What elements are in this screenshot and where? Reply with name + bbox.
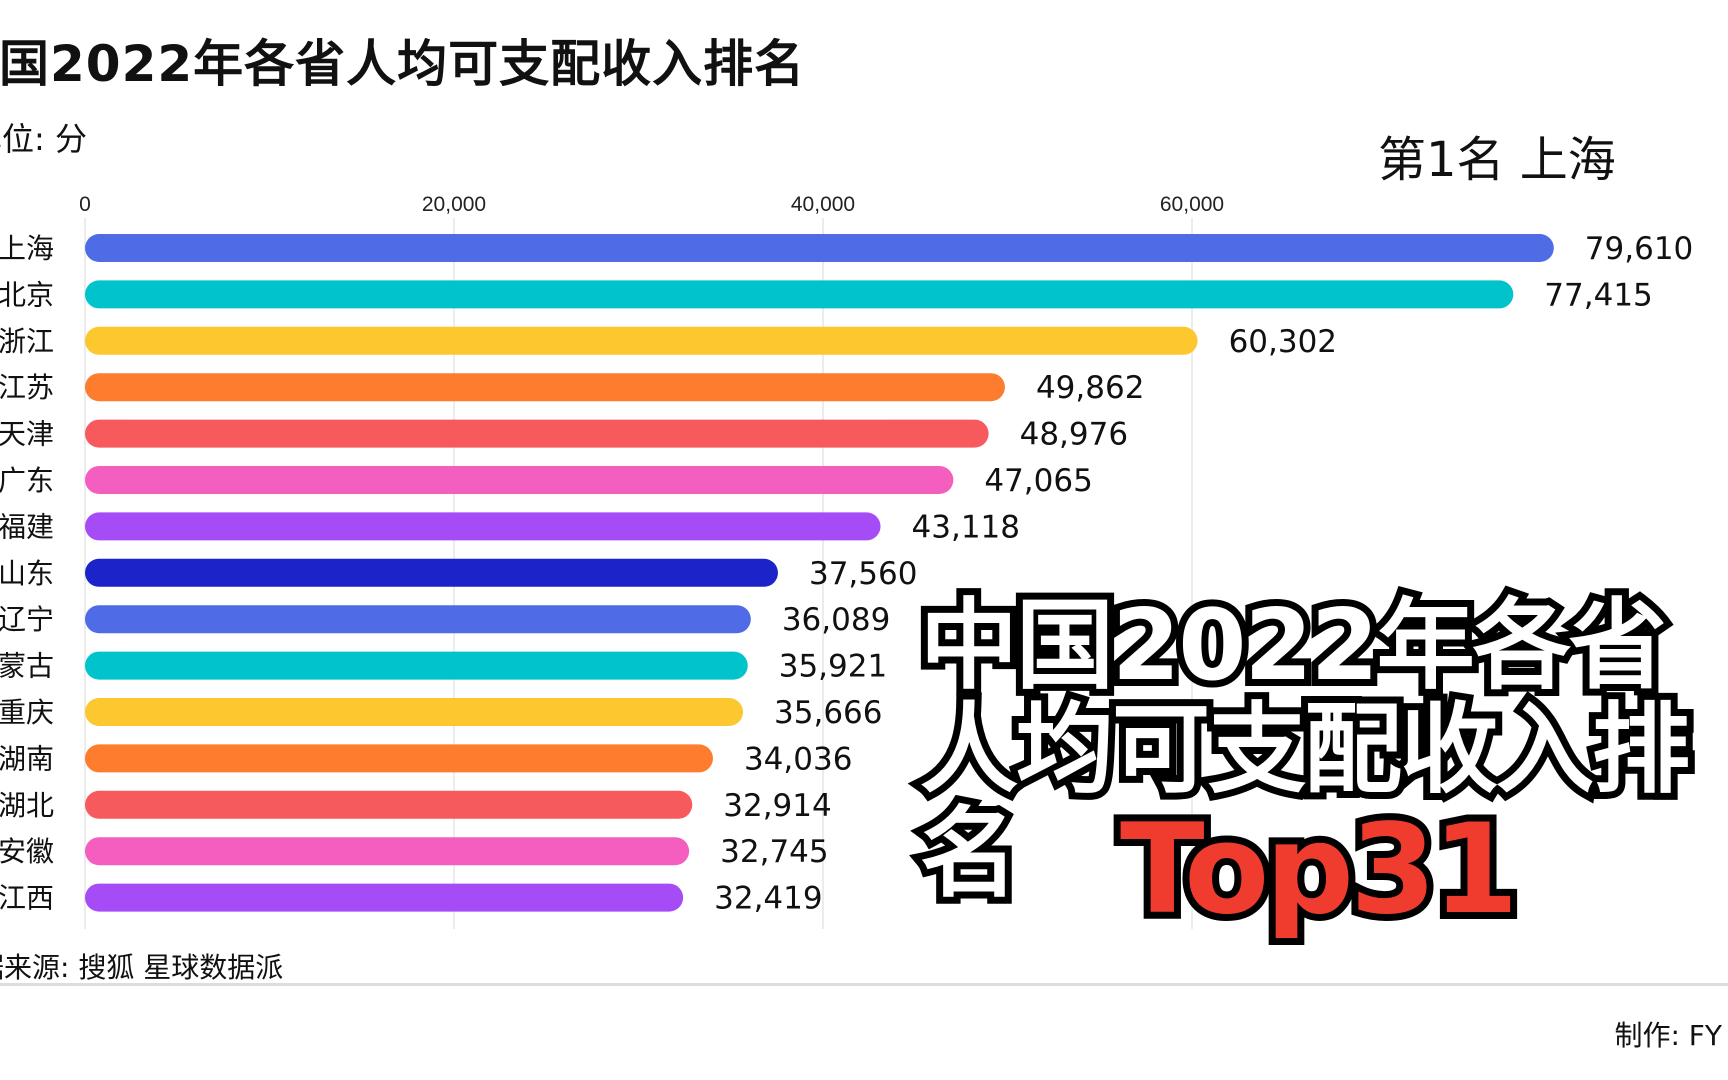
- divider: [0, 983, 1728, 986]
- source-label: 数据来源: 搜狐 星球数据派: [0, 951, 284, 984]
- bar: [85, 651, 748, 680]
- bar: [85, 234, 1554, 262]
- bar: [85, 790, 693, 819]
- overlay-headline: 中国2022年各省人均可支配收入排名: [913, 587, 1697, 913]
- bar: [85, 326, 1198, 355]
- bar: [85, 605, 751, 634]
- category-label: 重庆: [0, 696, 54, 729]
- bar: [85, 466, 954, 494]
- value-label: 37,560: [809, 556, 917, 592]
- category-label: 江苏: [0, 371, 54, 404]
- bar-chart: 0 20,000 40,000 60,000 上海 79,610 北京 77,415 浙江 60,…: [0, 193, 1693, 929]
- category-label: 山东: [0, 557, 54, 590]
- category-label: 天津: [0, 418, 54, 451]
- x-tick-label: 60,000: [1160, 193, 1224, 216]
- category-label: 上海: [0, 232, 54, 265]
- bar: [85, 512, 881, 541]
- value-label: 35,921: [779, 649, 887, 685]
- bar: [85, 744, 713, 773]
- category-label: 湖南: [0, 742, 54, 775]
- category-label: 安徽: [0, 835, 54, 868]
- bar: [85, 883, 684, 912]
- category-label: 湖北: [0, 789, 54, 822]
- bar: [85, 280, 1514, 309]
- value-label: 35,666: [774, 695, 882, 731]
- value-label: 32,419: [714, 881, 822, 917]
- value-label: 32,914: [723, 788, 831, 824]
- value-label: 49,862: [1036, 370, 1144, 406]
- category-label: 广东: [0, 464, 54, 497]
- value-label: 77,415: [1544, 277, 1652, 313]
- category-label: 内蒙古: [0, 650, 54, 683]
- category-label: 江西: [0, 882, 54, 915]
- value-label: 36,089: [782, 602, 890, 638]
- credit-label: 制作: FY: [1614, 1019, 1722, 1052]
- x-tick-label: 0: [79, 193, 91, 216]
- unit-label: 单位: 分: [0, 120, 87, 158]
- value-label: 47,065: [984, 463, 1092, 499]
- value-label: 32,745: [720, 834, 828, 870]
- value-label: 48,976: [1020, 417, 1128, 453]
- category-label: 辽宁: [0, 603, 54, 636]
- chart-title: 中国2022年各省人均可支配收入排名: [0, 35, 806, 93]
- overlay-subheadline: Top31: [1113, 798, 1526, 942]
- bar: [85, 558, 778, 587]
- x-tick-label: 40,000: [791, 193, 855, 216]
- bar: [85, 837, 690, 866]
- value-label: 34,036: [744, 741, 852, 777]
- x-tick-label: 20,000: [422, 193, 486, 216]
- category-label: 浙江: [0, 325, 54, 358]
- bar: [85, 419, 989, 448]
- bar: [85, 698, 744, 726]
- value-label: 79,610: [1585, 231, 1693, 267]
- category-label: 福建: [0, 510, 54, 543]
- value-label: 43,118: [912, 509, 1020, 545]
- bar: [85, 373, 1005, 402]
- category-label: 北京: [0, 278, 54, 311]
- rank-label: 第1名 上海: [1378, 132, 1616, 188]
- value-label: 60,302: [1229, 324, 1337, 360]
